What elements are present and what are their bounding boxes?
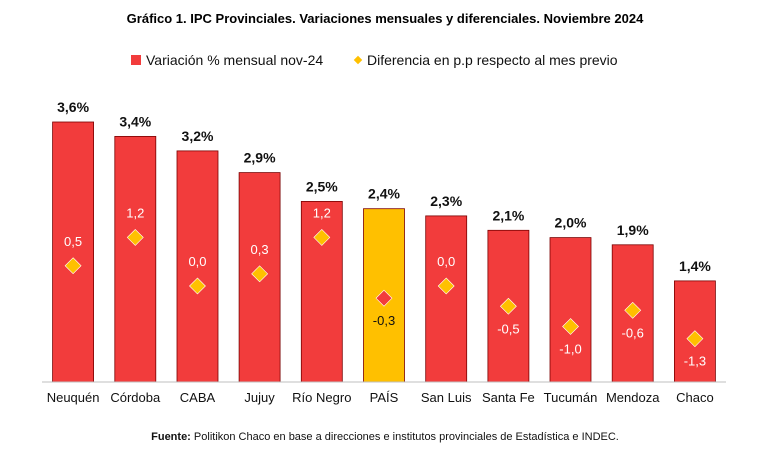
bar-cordoba xyxy=(114,135,157,383)
diff-marker-chaco xyxy=(686,330,704,348)
source-text: Politikon Chaco en base a direcciones e … xyxy=(191,431,619,443)
legend-label-bar: Variación % mensual nov-24 xyxy=(146,52,323,68)
category-label-mendoza: Mendoza xyxy=(606,390,660,405)
diff-label-san-luis: 0,0 xyxy=(437,254,455,269)
diff-label-chaco: -1,3 xyxy=(684,354,706,369)
bar-san-luis xyxy=(425,215,468,383)
markers-group: 0,5 1,2 0,0 0,3 1,2 -0,3 0,0 -0,5 -1,0 -0,6 -1,3 xyxy=(64,205,706,368)
diff-marker-jujuy xyxy=(251,265,269,283)
legend-swatch-marker xyxy=(353,55,363,65)
diff-label-tucuman: -1,0 xyxy=(559,342,581,357)
bar-value-label-jujuy: 2,9% xyxy=(244,150,276,166)
diff-marker-san-luis xyxy=(437,277,455,295)
category-label-neuquen: Neuquén xyxy=(47,390,100,405)
category-label-cordoba: Córdoba xyxy=(110,390,161,405)
diff-marker-mendoza xyxy=(624,301,642,319)
chart-title: Gráfico 1. IPC Provinciales. Variaciones… xyxy=(127,11,644,26)
category-label-caba: CABA xyxy=(180,390,216,405)
category-label-chaco: Chaco xyxy=(676,390,714,405)
category-label-santa-fe: Santa Fe xyxy=(482,390,535,405)
bar-value-label-santa-fe: 2,1% xyxy=(492,207,524,223)
bar-value-label-caba: 3,2% xyxy=(182,128,214,144)
bar-value-label-mendoza: 1,9% xyxy=(617,222,649,238)
diff-label-caba: 0,0 xyxy=(188,254,206,269)
source-prefix: Fuente: xyxy=(151,431,191,443)
bar-neuquen xyxy=(52,121,94,383)
bar-value-label-chaco: 1,4% xyxy=(679,258,711,274)
legend: Variación % mensual nov-24 Diferencia en… xyxy=(131,52,618,68)
bar-value-label-cordoba: 3,4% xyxy=(119,113,151,129)
diff-marker-cordoba xyxy=(126,228,144,246)
bar-value-label-neuquen: 3,6% xyxy=(57,99,89,115)
source-note: Fuente: Politikon Chaco en base a direcc… xyxy=(151,431,619,443)
bar-value-label-san-luis: 2,3% xyxy=(430,193,462,209)
bar-value-label-pais: 2,4% xyxy=(368,186,400,202)
category-label-pais: PAÍS xyxy=(370,390,399,405)
category-label-tucuman: Tucumán xyxy=(544,390,598,405)
diff-marker-neuquen xyxy=(64,257,82,275)
legend-label-marker: Diferencia en p.p respecto al mes previo xyxy=(367,52,618,68)
diff-label-santa-fe: -0,5 xyxy=(497,321,519,336)
bar-value-label-tucuman: 2,0% xyxy=(555,215,587,231)
category-label-rio-negro: Río Negro xyxy=(292,390,351,405)
bar-rio-negro xyxy=(300,200,343,383)
diff-marker-santa-fe xyxy=(499,297,517,315)
diff-label-pais: -0,3 xyxy=(373,313,395,328)
diff-marker-tucuman xyxy=(562,318,579,335)
diff-marker-caba xyxy=(189,277,206,295)
bar-value-label-rio-negro: 2,5% xyxy=(306,178,338,194)
diff-label-mendoza: -0,6 xyxy=(621,325,643,340)
bars-group: 3,6% 3,4% 3,2% 2,9% 2,5% 2,4% 2,3% 2,1% 2,0% 1,9%… xyxy=(52,99,716,383)
bar-tucuman xyxy=(549,237,592,383)
legend-swatch-bar xyxy=(131,55,141,65)
diff-label-neuquen: 0,5 xyxy=(64,234,82,249)
diff-label-jujuy: 0,3 xyxy=(251,242,269,257)
diff-marker-pais xyxy=(375,289,393,307)
bar-caba xyxy=(176,150,219,383)
diff-marker-rio-negro xyxy=(313,228,331,246)
diff-label-rio-negro: 1,2 xyxy=(313,205,331,220)
diff-label-cordoba: 1,2 xyxy=(126,205,144,220)
category-labels: Neuquén Córdoba CABA Jujuy Río Negro PAÍS San … xyxy=(47,390,714,405)
category-label-san-luis: San Luis xyxy=(421,390,472,405)
category-label-jujuy: Jujuy xyxy=(244,390,275,405)
